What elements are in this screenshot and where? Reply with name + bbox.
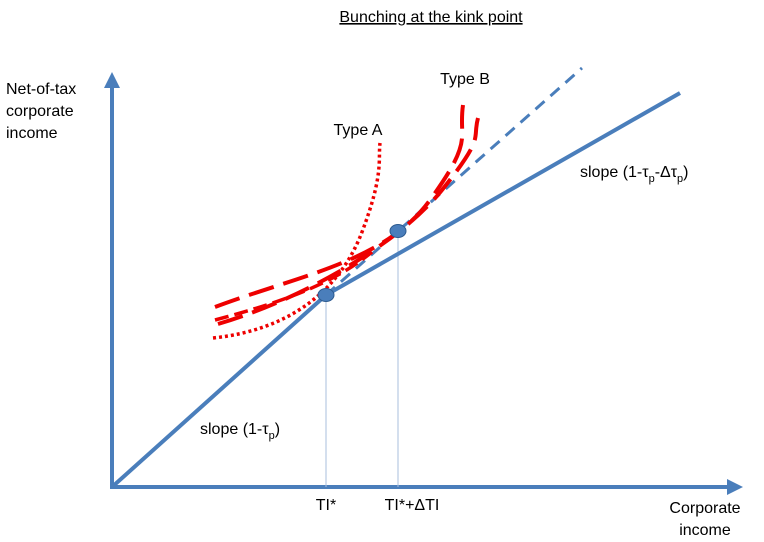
slope-text: slope (1-τ xyxy=(580,164,649,181)
x-tick-label: TI*+ΔTI xyxy=(385,497,440,514)
x-axis-label: income xyxy=(679,522,731,539)
slope-sub: p xyxy=(649,173,655,185)
budget-line xyxy=(110,91,681,489)
slope-text: ) xyxy=(275,421,280,438)
y-axis-label: income xyxy=(6,125,58,142)
slope-text: -Δτ xyxy=(655,164,678,181)
slope-text: ) xyxy=(683,164,688,181)
tangent-point xyxy=(317,288,335,302)
slope-label: slope (1-τp-Δτp) xyxy=(580,164,689,185)
x-axis-label: Corporate xyxy=(669,500,740,517)
curve-label: Type B xyxy=(440,71,490,88)
title: Bunching at the kink point xyxy=(339,9,523,26)
slope-sub: p xyxy=(269,430,275,442)
slope-text: slope (1-τ xyxy=(200,421,269,438)
y-axis-label: Net-of-tax xyxy=(6,81,76,98)
type-b-curve xyxy=(217,117,480,326)
x-tick-label: TI* xyxy=(316,497,336,514)
extended-line xyxy=(325,66,583,297)
type-a-curve xyxy=(212,142,382,340)
y-axis-label: corporate xyxy=(6,103,74,120)
slope-sub: p xyxy=(677,173,683,185)
tangent-point xyxy=(389,224,407,238)
curve-label: Type A xyxy=(334,122,383,139)
slope-label: slope (1-τp) xyxy=(200,421,280,442)
type-a-curve xyxy=(214,250,374,322)
